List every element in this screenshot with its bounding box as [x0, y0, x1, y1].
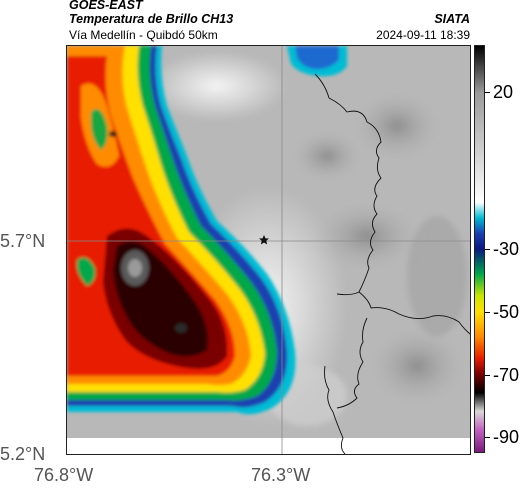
colorbar-tick-label: -30	[493, 239, 520, 259]
timestamp: 2024-09-11 18:39	[376, 28, 470, 42]
colorbar-tick-mark	[485, 437, 490, 439]
temperature-colorbar	[474, 45, 485, 453]
lat-label-5-7: 5.7°N	[0, 231, 46, 251]
white-strip-bottom	[67, 438, 470, 454]
colorbar-tick-mark	[485, 249, 490, 250]
satellite-name: GOES-EAST	[69, 0, 143, 12]
convective-storm-system	[67, 46, 296, 415]
lon-label-76-8: 76.8°W	[34, 465, 94, 485]
border-lines	[314, 73, 470, 454]
route-subtitle: Vía Medellín - Quibdó 50km	[69, 28, 218, 42]
cyan-cloud-top-north	[287, 46, 347, 77]
star-icon	[259, 235, 269, 245]
product-title: Temperatura de Brillo CH13	[69, 12, 234, 26]
colorbar-tick-label: -90	[493, 427, 520, 448]
lat-label-5-2: 5.2°N	[0, 444, 46, 464]
colorbar-tick-label: 20	[493, 82, 514, 103]
satellite-map[interactable]	[66, 45, 471, 455]
lon-label-76-3: 76.3°W	[251, 465, 311, 485]
graticule	[67, 46, 470, 454]
colorbar-tick-label: -50	[493, 301, 520, 322]
colorbar-tick-mark	[485, 92, 490, 94]
colorbar-tick-label: -70	[493, 364, 520, 385]
source-label: SIATA	[434, 12, 470, 26]
map-canvas	[67, 46, 470, 454]
colorbar-tick-mark	[485, 374, 490, 376]
colorbar-tick-mark	[485, 311, 490, 313]
